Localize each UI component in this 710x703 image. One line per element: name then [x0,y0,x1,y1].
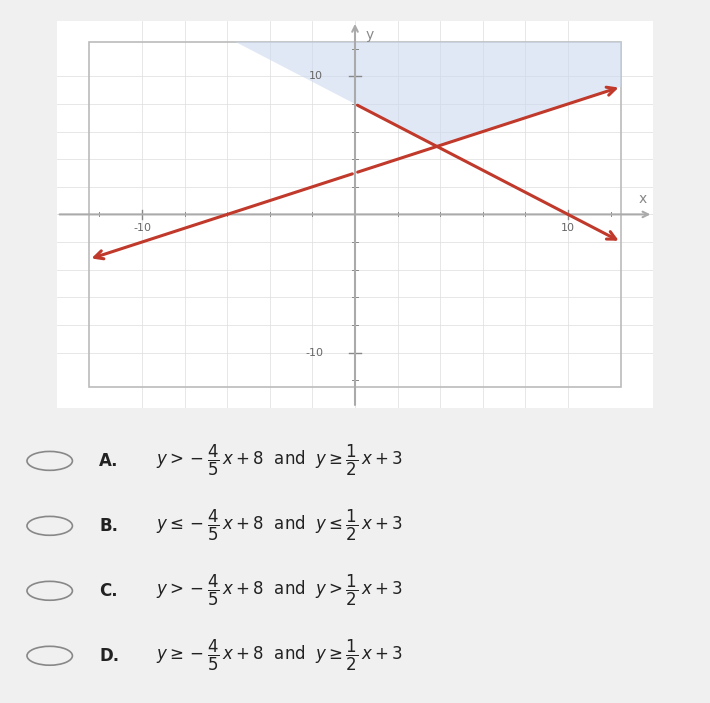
Text: 10: 10 [561,223,575,233]
Text: -10: -10 [133,223,151,233]
Text: $y > -\dfrac{4}{5}\,x + 8$  and  $y > \dfrac{1}{2}\,x + 3$: $y > -\dfrac{4}{5}\,x + 8$ and $y > \dfr… [156,573,403,608]
Text: B.: B. [99,517,119,535]
Text: x: x [638,193,647,207]
Text: $y \geq -\dfrac{4}{5}\,x + 8$  and  $y \geq \dfrac{1}{2}\,x + 3$: $y \geq -\dfrac{4}{5}\,x + 8$ and $y \ge… [156,638,403,673]
Text: C.: C. [99,582,118,600]
Text: A.: A. [99,452,119,470]
Text: $y > -\dfrac{4}{5}\,x + 8$  and  $y \geq \dfrac{1}{2}\,x + 3$: $y > -\dfrac{4}{5}\,x + 8$ and $y \geq \… [156,444,403,479]
Text: y: y [366,28,374,42]
Polygon shape [235,41,621,146]
Text: D.: D. [99,647,119,665]
Text: -10: -10 [305,347,323,358]
Text: 10: 10 [309,71,323,82]
Text: $y \leq -\dfrac{4}{5}\,x + 8$  and  $y \leq \dfrac{1}{2}\,x + 3$: $y \leq -\dfrac{4}{5}\,x + 8$ and $y \le… [156,508,403,543]
